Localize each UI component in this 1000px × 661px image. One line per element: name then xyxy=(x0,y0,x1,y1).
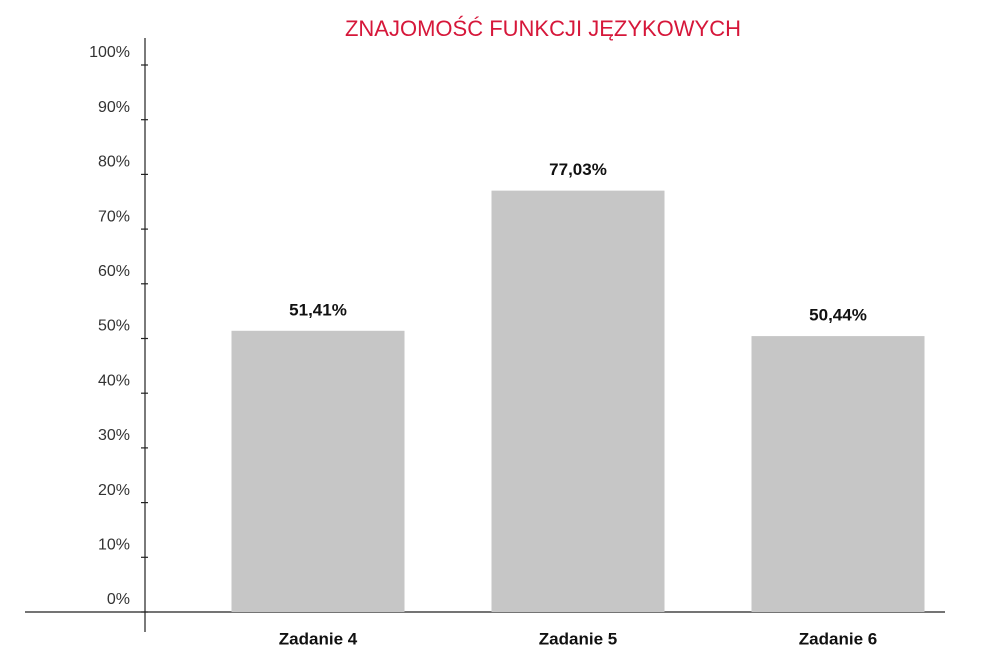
value-label: 50,44% xyxy=(809,306,867,325)
y-tick-label: 80% xyxy=(98,154,130,171)
bar xyxy=(751,336,925,612)
y-tick-label: 70% xyxy=(98,208,130,225)
y-tick-label: 20% xyxy=(98,482,130,499)
y-tick-label: 0% xyxy=(107,591,130,608)
x-tick-label: Zadanie 6 xyxy=(799,629,877,648)
y-tick-label: 90% xyxy=(98,99,130,116)
y-tick-label: 30% xyxy=(98,427,130,444)
x-tick-label: Zadanie 5 xyxy=(539,629,617,648)
y-tick-label: 40% xyxy=(98,372,130,389)
y-tick-label: 10% xyxy=(98,537,130,554)
y-tick-label: 60% xyxy=(98,263,130,280)
x-tick-label: Zadanie 4 xyxy=(279,629,358,648)
chart-title: ZNAJOMOŚĆ FUNKCJI JĘZYKOWYCH xyxy=(345,16,741,41)
y-tick-label: 100% xyxy=(89,44,130,61)
bar xyxy=(491,190,665,612)
y-tick-label: 50% xyxy=(98,318,130,335)
bar xyxy=(231,330,405,612)
value-label: 77,03% xyxy=(549,160,607,179)
value-label: 51,41% xyxy=(289,300,347,319)
